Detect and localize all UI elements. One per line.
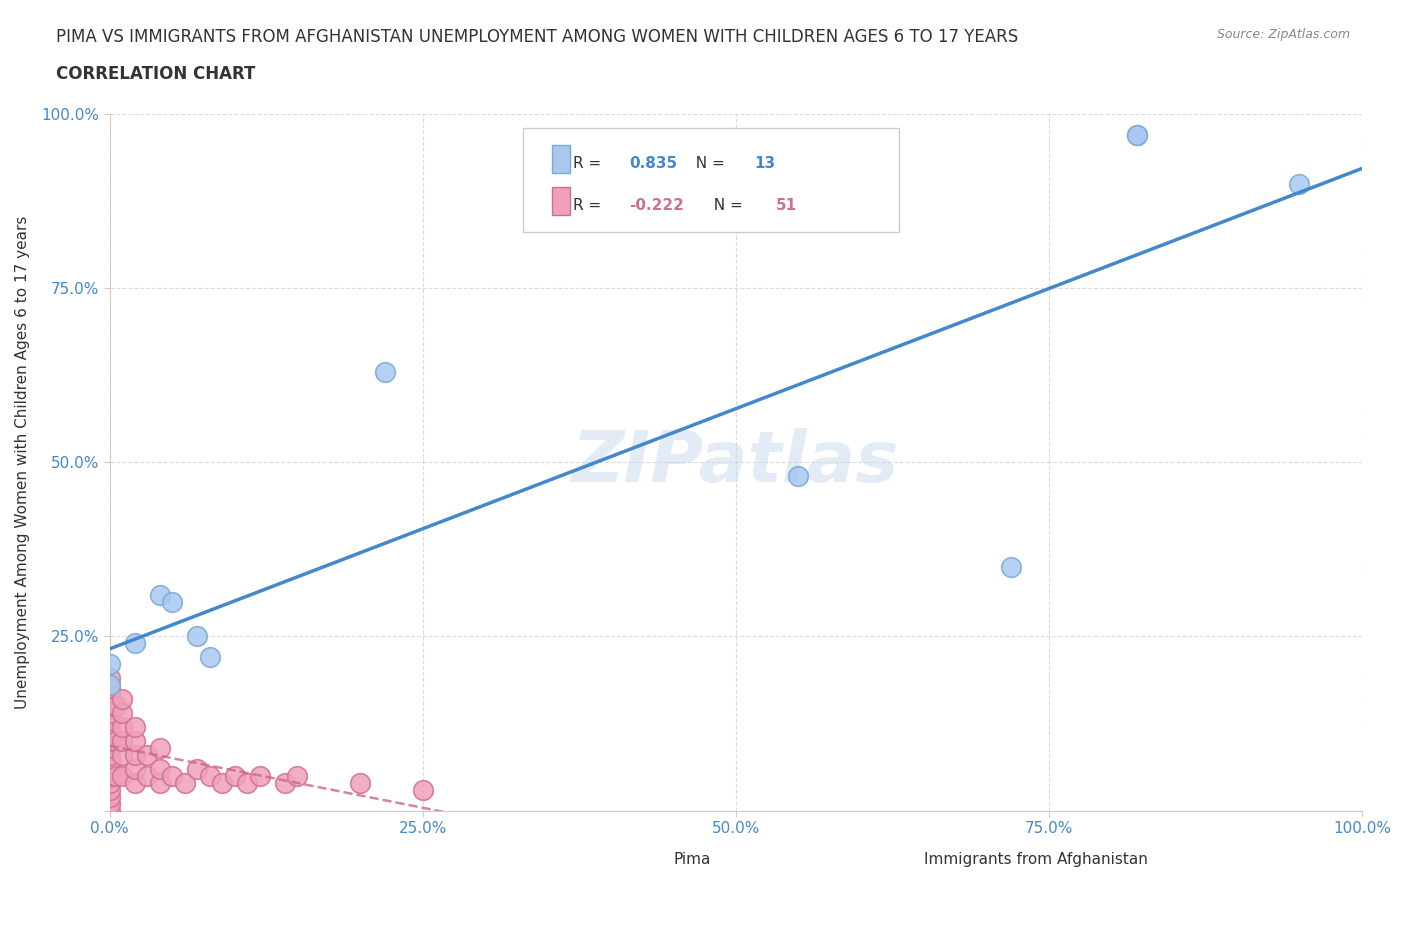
Text: 51: 51 [776,197,797,213]
Point [136,768,159,783]
Point [198,768,221,783]
Point [287,768,309,783]
FancyBboxPatch shape [551,187,571,215]
Point [236,776,259,790]
Text: ZIPatlas: ZIPatlas [572,428,900,497]
Point [98,684,121,699]
Point [98,740,121,755]
Point [98,692,121,707]
Point [111,720,134,735]
Point [111,706,134,721]
Point [1000,559,1022,574]
Text: -0.222: -0.222 [630,197,685,213]
Point [98,734,121,749]
Point [124,762,146,777]
Text: 0.835: 0.835 [630,156,678,171]
Point [124,720,146,735]
Point [98,678,121,693]
Point [173,776,195,790]
Text: Source: ZipAtlas.com: Source: ZipAtlas.com [1216,28,1350,41]
Point [98,712,121,727]
Point [104,768,127,783]
Point [149,762,172,777]
FancyBboxPatch shape [551,145,571,173]
Point [274,776,297,790]
Point [111,768,134,783]
Point [1288,176,1310,191]
FancyBboxPatch shape [523,128,898,232]
Point [1125,127,1147,142]
Point [111,734,134,749]
FancyBboxPatch shape [623,831,654,856]
Text: PIMA VS IMMIGRANTS FROM AFGHANISTAN UNEMPLOYMENT AMONG WOMEN WITH CHILDREN AGES : PIMA VS IMMIGRANTS FROM AFGHANISTAN UNEM… [56,28,1018,46]
Point [160,594,183,609]
Point [149,587,172,602]
Point [136,748,159,763]
Point [160,768,183,783]
Point [198,650,221,665]
Point [412,782,434,797]
Point [349,776,371,790]
Text: R =: R = [572,197,606,213]
Text: Immigrants from Afghanistan: Immigrants from Afghanistan [924,852,1147,868]
Point [98,706,121,721]
Point [249,768,271,783]
Point [374,365,396,379]
Point [211,776,233,790]
Point [186,629,208,644]
Point [98,776,121,790]
Text: N =: N = [704,197,748,213]
Text: CORRELATION CHART: CORRELATION CHART [56,65,256,83]
Text: Pima: Pima [673,852,710,868]
Point [104,698,127,713]
Point [1125,127,1147,142]
FancyBboxPatch shape [873,831,905,856]
Point [98,796,121,811]
Point [149,740,172,755]
Point [104,734,127,749]
Point [111,692,134,707]
Point [111,748,134,763]
Point [98,678,121,693]
Point [149,776,172,790]
Point [224,768,246,783]
Text: N =: N = [686,156,730,171]
Point [124,776,146,790]
Text: 13: 13 [755,156,776,171]
Point [98,748,121,763]
Point [98,790,121,804]
Point [98,726,121,741]
Point [98,671,121,685]
Point [98,762,121,777]
Point [186,762,208,777]
Point [124,636,146,651]
Text: R =: R = [572,156,606,171]
Point [98,804,121,818]
Point [124,748,146,763]
Point [98,782,121,797]
Point [787,469,810,484]
Point [124,734,146,749]
Point [98,720,121,735]
Point [98,698,121,713]
Point [98,657,121,671]
Y-axis label: Unemployment Among Women with Children Ages 6 to 17 years: Unemployment Among Women with Children A… [15,216,30,709]
Point [98,754,121,769]
Point [98,768,121,783]
